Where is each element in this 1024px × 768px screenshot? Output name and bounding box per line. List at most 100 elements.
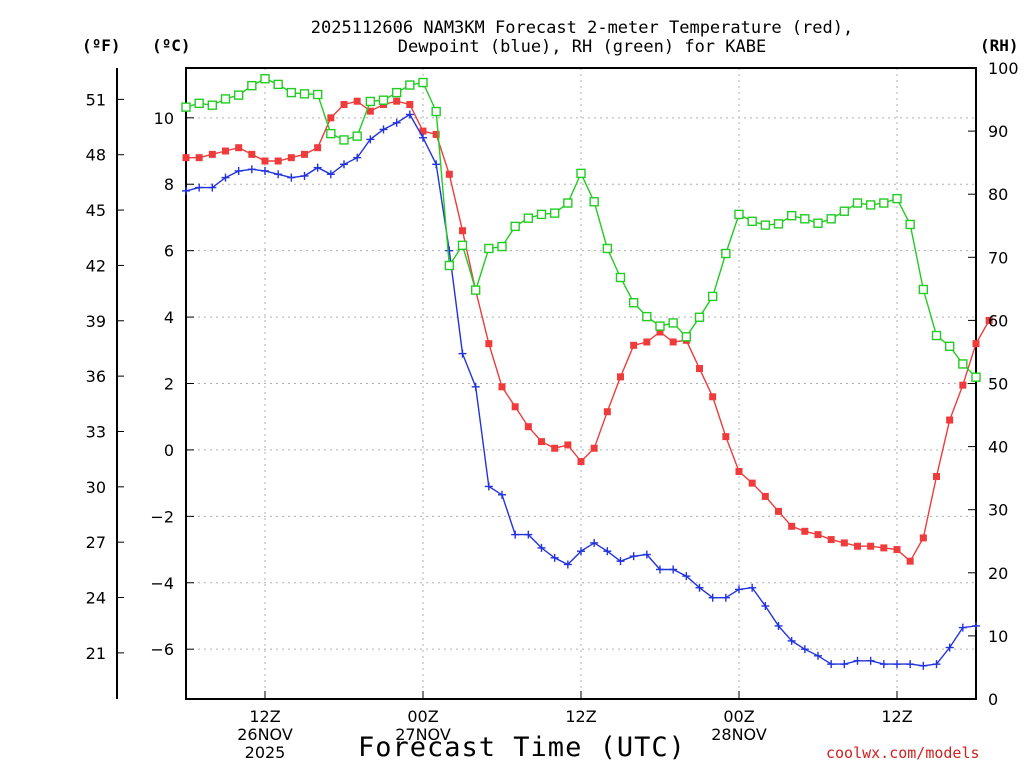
- dewpoint-point: [313, 163, 322, 172]
- rh-point: [839, 206, 850, 216]
- fahrenheit-tick-label: 21: [86, 644, 106, 663]
- rh-point: [642, 311, 652, 322]
- dewpoint-point: [445, 246, 454, 255]
- dewpoint-point: [182, 186, 190, 195]
- celsius-tick-label: 6: [164, 242, 174, 261]
- dewpoint-point: [366, 135, 375, 144]
- dewpoint-point: [695, 583, 704, 592]
- rh-point: [734, 209, 744, 220]
- rh-point: [312, 89, 323, 100]
- temperature-point: [208, 150, 216, 158]
- source-credit[interactable]: coolwx.com/models: [826, 744, 980, 762]
- temperature-point: [577, 458, 585, 466]
- rh-point: [273, 79, 283, 90]
- dewpoint-point: [234, 166, 243, 175]
- rh-point: [879, 198, 889, 208]
- rh-point: [457, 240, 468, 251]
- temperature-point: [880, 544, 888, 552]
- temperature-point: [459, 227, 466, 235]
- rh-point: [760, 220, 771, 230]
- dewpoint-point: [432, 160, 441, 169]
- dewpoint-point: [511, 530, 520, 539]
- series-layer: [181, 74, 993, 670]
- rh-point: [194, 98, 204, 109]
- rh-point: [826, 214, 836, 224]
- celsius-tick-label: −2: [150, 507, 174, 526]
- rh-point: [470, 285, 481, 295]
- dewpoint-point: [682, 572, 691, 581]
- fahrenheit-tick-label: 33: [86, 422, 106, 441]
- rh-point: [207, 100, 218, 110]
- dewpoint-point: [221, 173, 230, 182]
- temperature-point: [406, 101, 414, 109]
- fahrenheit-tick-label: 45: [86, 201, 106, 220]
- temperature-point: [485, 340, 493, 348]
- rh-point: [707, 291, 718, 302]
- fahrenheit-tick-label: 39: [86, 312, 106, 331]
- dewpoint-point: [932, 660, 941, 669]
- dewpoint-point: [840, 660, 849, 669]
- dewpoint-point: [972, 621, 980, 630]
- temperature-point: [393, 97, 401, 105]
- rh-tick-label: 50: [988, 375, 1008, 394]
- rh-point: [721, 248, 731, 259]
- rh-axis-unit: (RH): [980, 36, 1019, 55]
- fahrenheit-tick-label: 36: [86, 367, 106, 386]
- dewpoint-point: [208, 183, 217, 192]
- dewpoint-point: [721, 593, 730, 602]
- rh-point: [299, 89, 310, 99]
- rh-point: [484, 243, 494, 254]
- grid-lines: [186, 68, 976, 699]
- temperature-point: [327, 114, 335, 122]
- rh-tick-label: 10: [988, 627, 1008, 646]
- temperature-point: [801, 527, 809, 535]
- dewpoint-point: [577, 547, 585, 556]
- rh-point: [944, 341, 955, 351]
- temperature-point: [854, 542, 861, 550]
- rh-point: [352, 131, 362, 141]
- rh-point: [958, 359, 968, 369]
- dewpoint-point: [458, 349, 467, 358]
- fahrenheit-tick-label: 24: [86, 589, 106, 608]
- rh-tick-label: 70: [988, 248, 1008, 267]
- temperature-point: [353, 97, 361, 105]
- chart-title-line-1: 2025112606 NAM3KM Forecast 2-meter Tempe…: [310, 18, 854, 38]
- temperature-point: [933, 472, 940, 480]
- dewpoint-point: [919, 661, 928, 670]
- rh-point: [418, 77, 428, 88]
- dewpoint-point: [774, 621, 783, 630]
- rh-point: [865, 200, 876, 210]
- rh-point: [391, 87, 402, 98]
- rh-point: [747, 216, 757, 227]
- dewpoint-point: [498, 490, 506, 499]
- rh-point: [576, 168, 586, 179]
- rh-tick-label: 100: [988, 59, 1019, 78]
- temperature-point: [814, 531, 822, 539]
- celsius-tick-label: 0: [164, 441, 174, 460]
- x-tick-label: 12Z: [881, 707, 912, 726]
- rh-point: [339, 135, 349, 145]
- dewpoint-point: [735, 585, 743, 594]
- dewpoint-line: [185, 113, 977, 667]
- rh-tick-label: 30: [988, 501, 1008, 520]
- temperature-point: [498, 383, 506, 391]
- dewpoint-point: [326, 170, 335, 179]
- temperature-point: [775, 507, 782, 515]
- celsius-tick-label: 10: [154, 109, 174, 128]
- temperature-point: [669, 338, 677, 346]
- dewpoint-point: [893, 660, 901, 669]
- dewpoint-point: [405, 110, 414, 119]
- rh-tick-label: 0: [988, 690, 998, 709]
- temperature-point: [274, 157, 282, 165]
- temperature-point: [761, 492, 769, 500]
- temperature-point: [538, 438, 545, 446]
- dewpoint-point: [616, 557, 625, 566]
- rh-point: [918, 284, 929, 295]
- dewpoint-point: [274, 170, 283, 179]
- dewpoint-point: [563, 560, 572, 569]
- celsius-tick-label: −6: [150, 640, 174, 659]
- temperature-point: [235, 144, 243, 152]
- rh-point: [405, 80, 415, 90]
- x-tick-label: 2025: [245, 743, 286, 762]
